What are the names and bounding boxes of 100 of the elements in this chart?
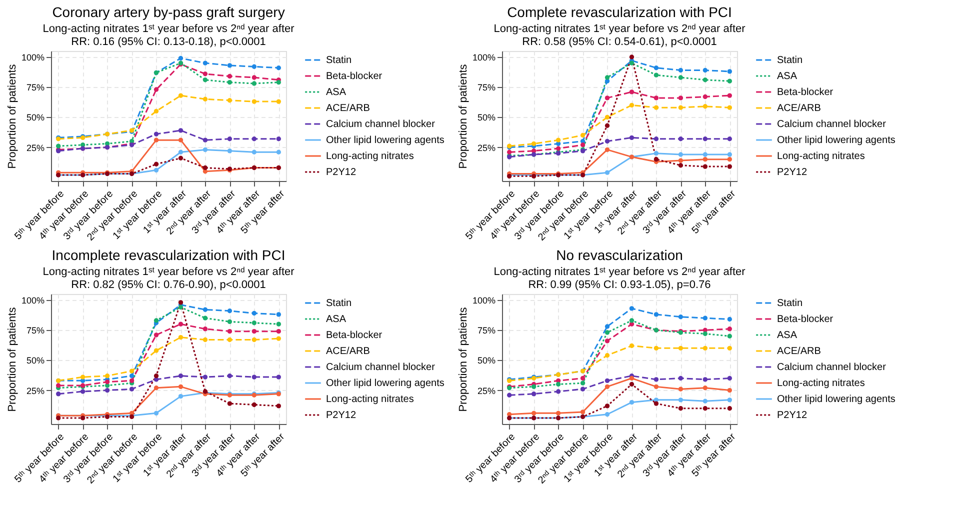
point <box>227 308 232 314</box>
point <box>604 147 610 152</box>
point <box>604 138 610 144</box>
chart-title: Complete revascularization with PCI <box>507 4 732 20</box>
point <box>276 328 281 334</box>
point <box>154 410 159 416</box>
point <box>580 132 586 138</box>
y-tick-label: 100% <box>21 296 44 306</box>
point <box>604 338 610 344</box>
point <box>178 138 184 142</box>
point <box>252 81 257 86</box>
legend-label: Calcium channel blocker <box>777 362 887 373</box>
point <box>129 368 134 374</box>
legend-label: P2Y12 <box>326 410 356 421</box>
point <box>629 376 634 381</box>
point <box>727 398 732 402</box>
legend-label: Long-acting nitrates <box>326 151 414 162</box>
point <box>154 138 159 142</box>
point <box>531 141 536 146</box>
point <box>531 384 536 390</box>
point <box>178 304 184 310</box>
point <box>580 386 586 392</box>
point <box>154 374 159 378</box>
point <box>654 105 659 110</box>
point <box>702 136 708 142</box>
legend-label: ACE/ARB <box>777 103 822 114</box>
point <box>702 386 708 390</box>
point <box>727 78 732 84</box>
point <box>178 156 184 160</box>
point <box>252 150 257 154</box>
point <box>227 328 232 334</box>
chart-title: No revascularization <box>556 247 683 263</box>
point <box>580 380 586 386</box>
point <box>702 68 708 73</box>
legend-label: Beta-blocker <box>777 87 834 98</box>
legend-label: P2Y12 <box>777 410 808 421</box>
point <box>556 382 561 387</box>
point <box>678 75 684 80</box>
point <box>178 374 184 378</box>
point <box>654 96 659 100</box>
point <box>252 374 257 380</box>
point <box>56 383 61 388</box>
point <box>702 398 708 404</box>
point <box>154 108 159 114</box>
y-tick-label: 25% <box>26 386 44 396</box>
legend-label: Beta-blocker <box>326 330 383 341</box>
legend-label: ACE/ARB <box>326 346 370 357</box>
point <box>604 384 610 390</box>
point <box>556 410 561 416</box>
point <box>702 316 708 320</box>
point <box>56 144 61 148</box>
point <box>678 376 684 381</box>
chart-subtitle: Long-acting nitrates 1ˢᵗ year before vs 2ⁿᵈ year after RR: 0.58 (95% CI: 0.54-0.61), p<0.0001 <box>494 23 746 48</box>
y-tick-label: 25% <box>26 142 44 153</box>
point <box>154 332 159 338</box>
chart-title: Incomplete revascularization with PCI <box>52 247 286 263</box>
point <box>727 388 732 393</box>
chart-subtitle: Long-acting nitrates 1ˢᵗ year before vs 2ⁿᵈ year after RR: 0.82 (95% CI: 0.76-0.90), p<0.0001 <box>42 266 295 291</box>
point <box>178 384 184 390</box>
point <box>252 402 257 408</box>
legend-label: ASA <box>777 71 798 82</box>
point <box>727 164 732 169</box>
point <box>178 322 184 326</box>
legend-label: Beta-blocker <box>326 71 383 82</box>
y-tick-label: 25% <box>477 142 496 153</box>
point <box>727 93 732 98</box>
point <box>227 319 232 324</box>
legend-label: Calcium channel blocker <box>326 362 436 373</box>
point <box>276 99 281 104</box>
point <box>727 69 732 74</box>
y-tick-label: 25% <box>477 386 496 396</box>
legend-label: ASA <box>326 87 346 98</box>
point <box>604 404 610 408</box>
point <box>202 165 208 170</box>
point <box>556 138 561 142</box>
y-axis-title: Proportion of patients <box>6 64 18 169</box>
point <box>678 398 684 402</box>
point <box>252 320 257 326</box>
point <box>202 326 208 332</box>
point <box>727 406 732 411</box>
point <box>202 337 208 342</box>
legend-label: ASA <box>777 330 798 341</box>
point <box>154 318 159 323</box>
point <box>80 374 86 380</box>
legend-label: Calcium channel blocker <box>777 119 887 130</box>
legend-label: Statin <box>777 55 803 66</box>
point <box>129 386 134 392</box>
point <box>556 146 561 151</box>
point <box>178 56 184 61</box>
y-axis-title: Proportion of patients <box>457 306 470 412</box>
legend-label: Calcium channel blocker <box>326 119 436 130</box>
legend-label: Other lipid lowering agents <box>326 378 444 389</box>
point <box>702 104 708 109</box>
point <box>580 376 586 381</box>
y-tick-label: 50% <box>477 356 496 366</box>
point <box>276 374 281 380</box>
legend-label: Beta-blocker <box>777 314 834 325</box>
point <box>678 136 684 142</box>
point <box>276 404 281 408</box>
y-tick-label: 75% <box>26 326 44 336</box>
